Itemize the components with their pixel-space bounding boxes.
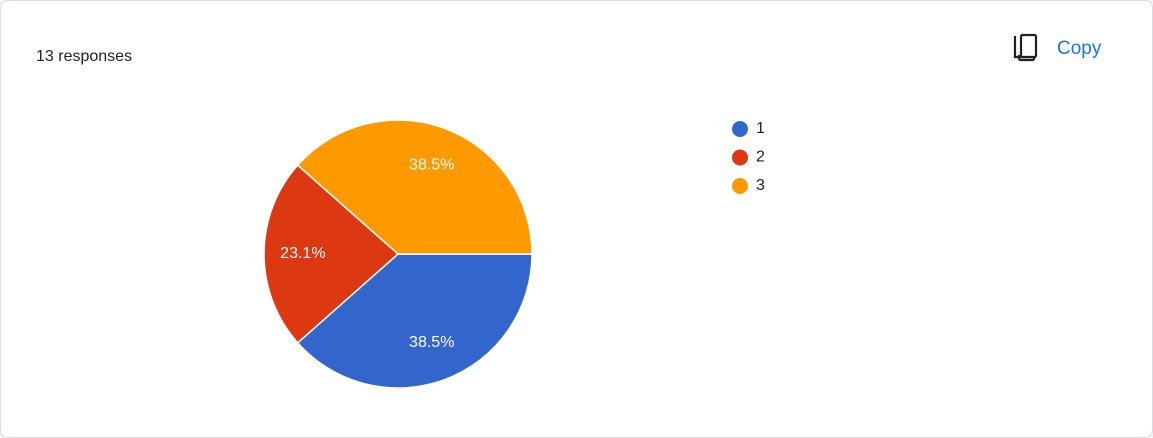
legend-label: 2 xyxy=(756,149,765,166)
copy-button[interactable]: Copy xyxy=(1013,33,1102,62)
slice-label: 38.5% xyxy=(409,334,454,351)
response-count: 13 responses xyxy=(36,48,132,65)
copy-icon xyxy=(1019,33,1038,59)
copy-label[interactable]: Copy xyxy=(1057,38,1102,59)
pie-slice xyxy=(296,119,533,255)
legend-swatch xyxy=(732,178,748,194)
pie-slice xyxy=(263,164,400,344)
legend-label: 3 xyxy=(756,177,765,194)
legend-label: 1 xyxy=(756,120,765,137)
slice-label: 38.5% xyxy=(409,156,454,173)
pie-slice xyxy=(296,253,533,389)
legend-swatch xyxy=(732,121,748,137)
legend-swatch xyxy=(732,149,748,166)
slice-label: 23.1% xyxy=(280,245,325,262)
